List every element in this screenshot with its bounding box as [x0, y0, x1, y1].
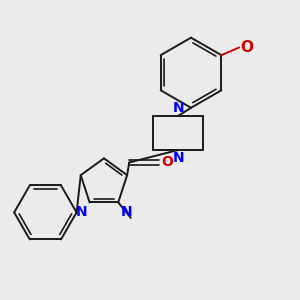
Text: N: N — [121, 205, 132, 219]
Text: N: N — [172, 100, 184, 115]
Text: N: N — [172, 151, 184, 165]
Text: N: N — [76, 205, 87, 219]
Text: O: O — [161, 154, 173, 169]
Text: O: O — [240, 40, 253, 55]
